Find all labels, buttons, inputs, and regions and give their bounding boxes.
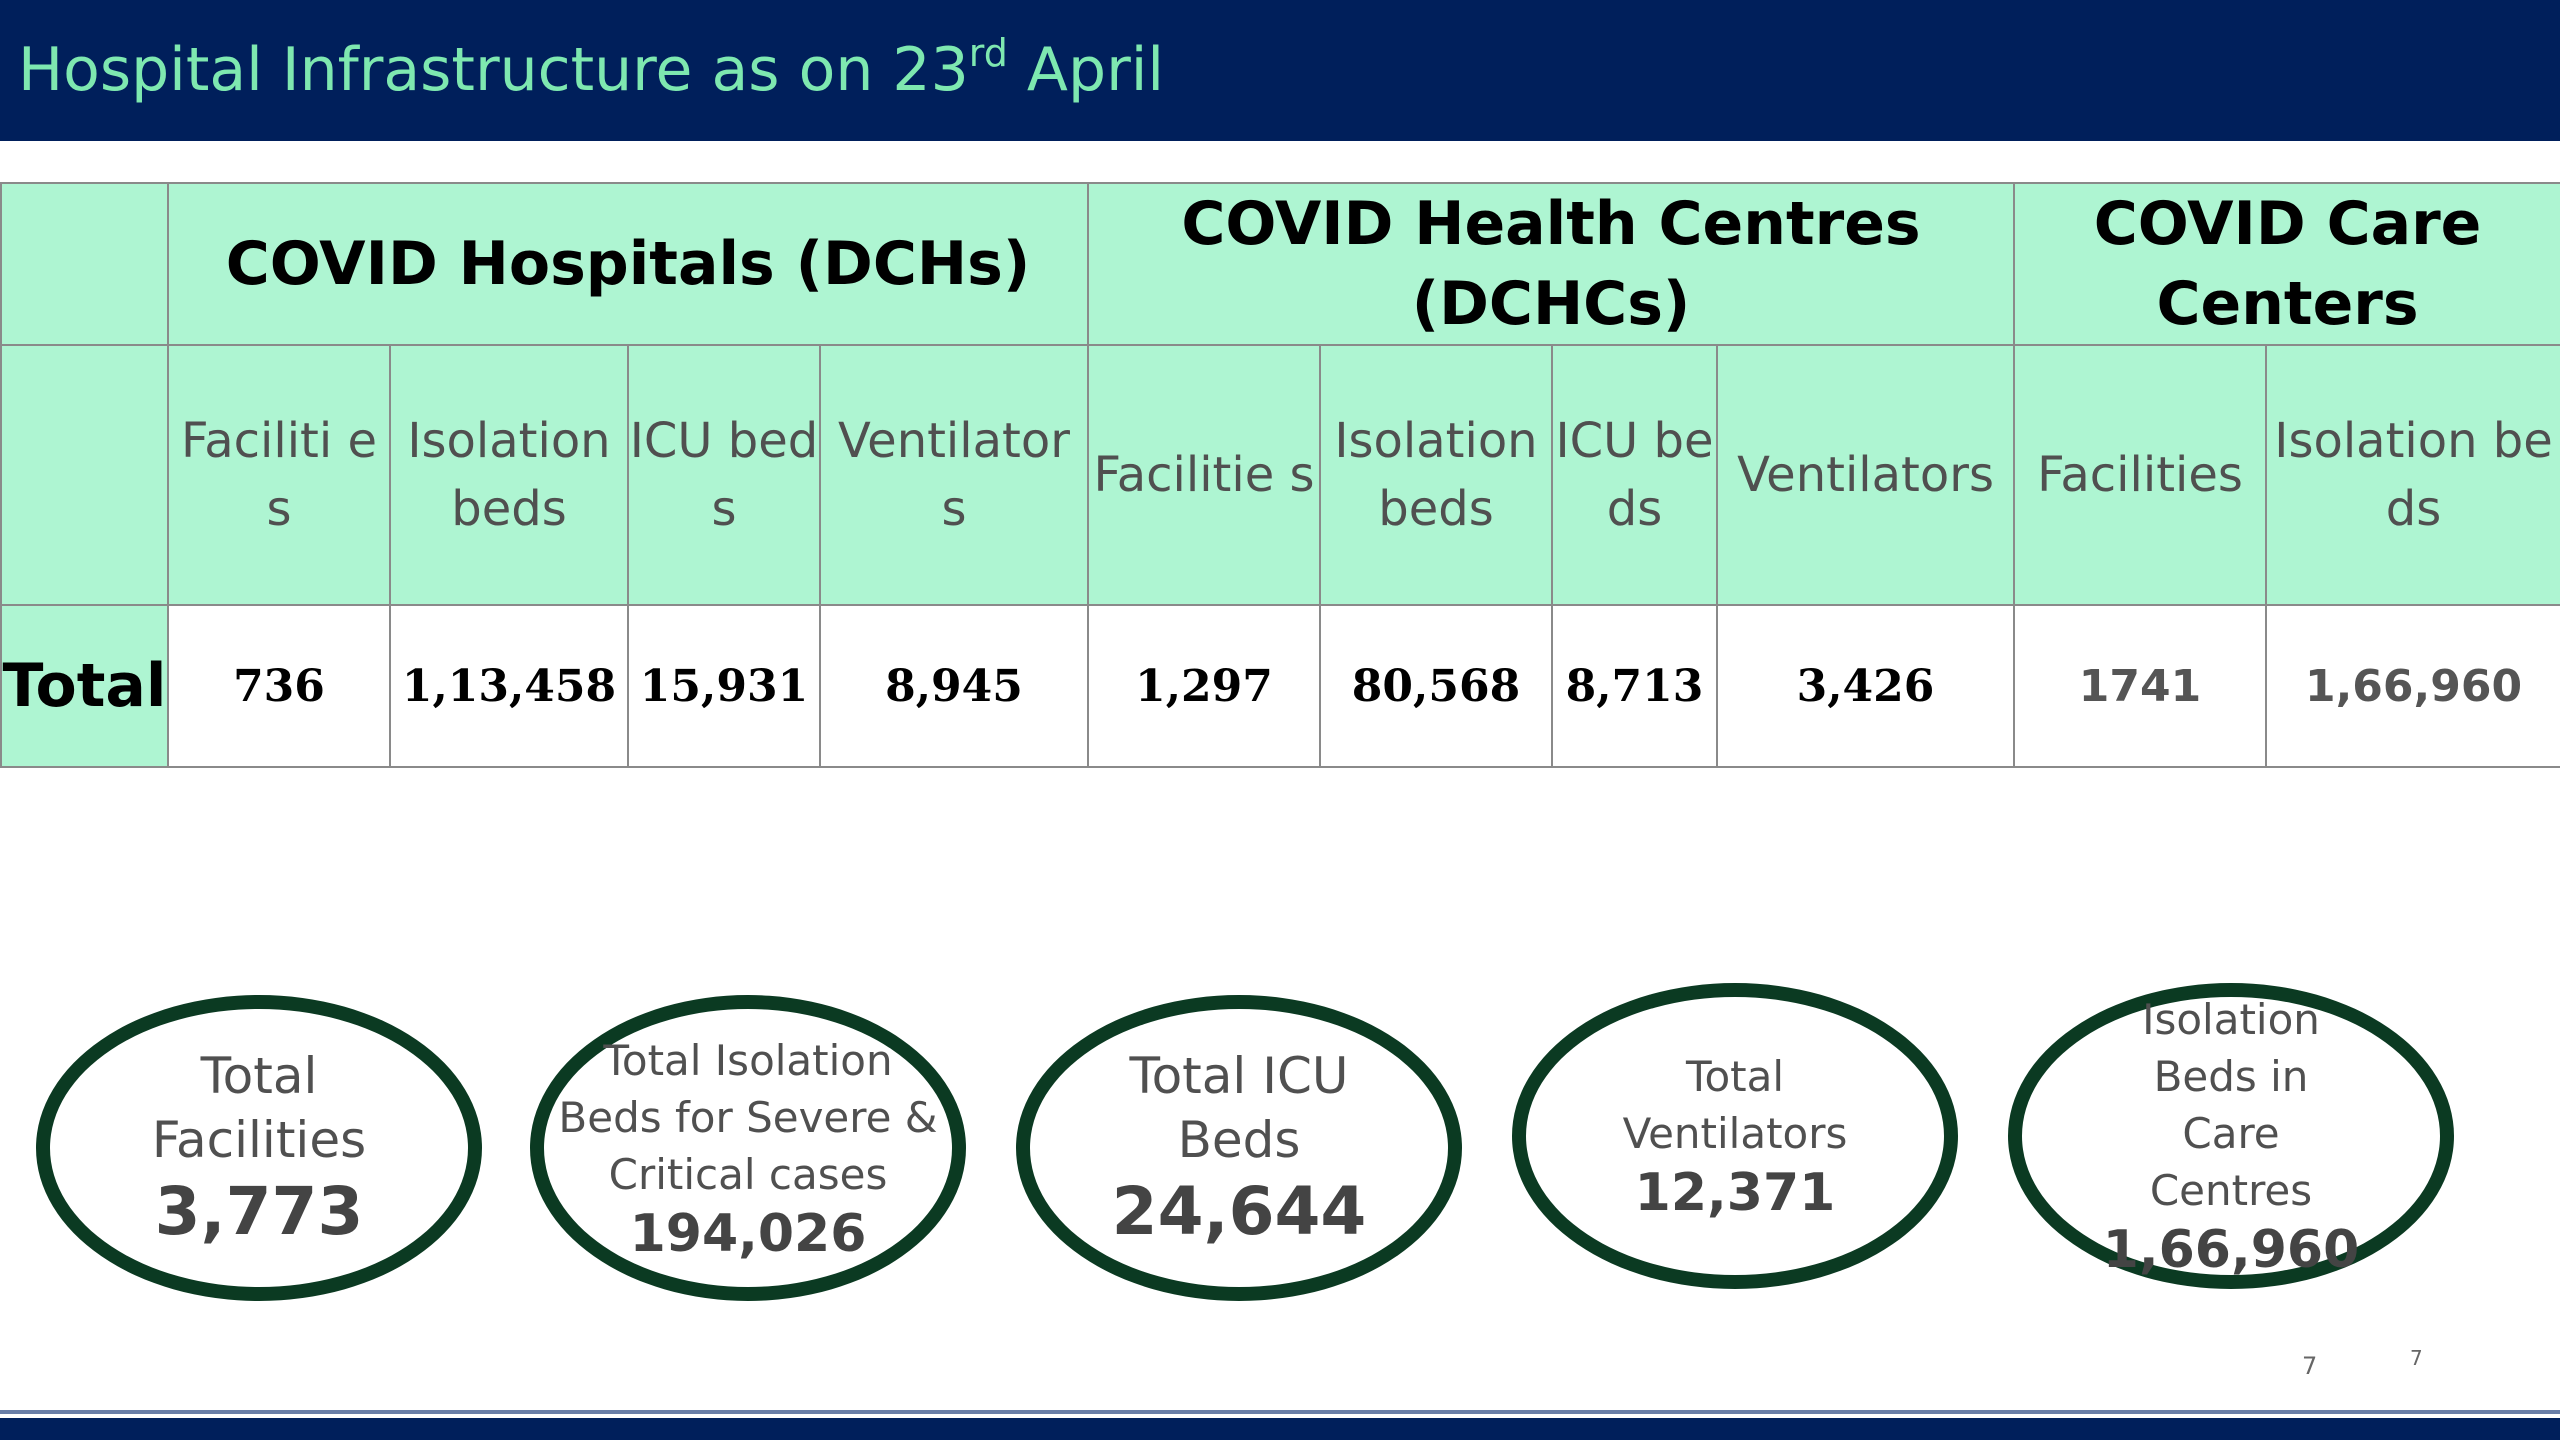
summary-value: 24,644 xyxy=(1111,1173,1367,1250)
value-cell: 1,66,960 xyxy=(2265,604,2560,768)
summary-label: Total Isolation Beds for Severe & Critic… xyxy=(558,1035,938,1199)
corner-cell xyxy=(0,182,169,346)
subheader-cell: Faciliti es xyxy=(167,344,391,606)
value-cell: 3,426 xyxy=(1715,604,2016,768)
value-cell: 80,568 xyxy=(1319,604,1553,768)
subheader-cell: Isolation beds xyxy=(389,344,629,606)
subheader-cell: Isolation beds xyxy=(2265,344,2560,606)
value-cell: 1,297 xyxy=(1087,604,1321,768)
title-superscript: rd xyxy=(968,31,1008,75)
summary-label: Total Ventilators xyxy=(1622,1052,1848,1158)
footer-bar xyxy=(0,1410,2560,1440)
value-cell: 736 xyxy=(167,604,391,768)
summary-label: Total Facilities xyxy=(151,1047,367,1169)
page-number: 7 xyxy=(2410,1346,2423,1370)
summary-value: 12,371 xyxy=(1634,1163,1836,1223)
subheader-cell: Facilitie s xyxy=(1087,344,1321,606)
summary-oval-care-centres: Isolation Beds in Care Centres 1,66,960 xyxy=(2008,983,2454,1289)
row-label-total: Total xyxy=(0,604,169,768)
subheader-cell: ICU beds xyxy=(1551,344,1718,606)
group-header-ccc: COVID Care Centers xyxy=(2013,182,2560,346)
title-end: April xyxy=(1007,35,1165,105)
subheader-row: Faciliti es Isolation beds ICU beds Vent… xyxy=(0,344,2560,606)
subheader-cell: ICU beds xyxy=(627,344,821,606)
summary-oval-total-facilities: Total Facilities 3,773 xyxy=(36,995,482,1301)
title-bar: Hospital Infrastructure as on 23rd April xyxy=(0,0,2560,141)
value-cell: 1741 xyxy=(2013,604,2268,768)
subheader-cell: Isolation beds xyxy=(1319,344,1553,606)
group-header-dch: COVID Hospitals (DCHs) xyxy=(167,182,1089,346)
summary-oval-isolation-beds: Total Isolation Beds for Severe & Critic… xyxy=(530,995,966,1301)
summary-oval-ventilators: Total Ventilators 12,371 xyxy=(1512,983,1958,1289)
group-header-row: COVID Hospitals (DCHs) COVID Health Cent… xyxy=(0,182,2560,346)
group-header-dchc: COVID Health Centres (DCHCs) xyxy=(1086,182,2016,346)
value-cell: 8,945 xyxy=(819,604,1089,768)
subheader-cell: Facilities xyxy=(2013,344,2268,606)
total-row: Total 736 1,13,458 15,931 8,945 1,297 80… xyxy=(0,604,2560,768)
summary-value: 3,773 xyxy=(154,1173,364,1250)
page-number: 7 xyxy=(2302,1352,2318,1380)
infrastructure-table: COVID Hospitals (DCHs) COVID Health Cent… xyxy=(0,182,2560,768)
value-cell: 8,713 xyxy=(1551,604,1718,768)
summary-label: Isolation Beds in Care Centres xyxy=(2142,995,2320,1215)
summary-label: Total ICU Beds xyxy=(1129,1047,1349,1169)
value-cell: 15,931 xyxy=(627,604,821,768)
value-cell: 1,13,458 xyxy=(389,604,629,768)
subheader-cell: Ventilators xyxy=(1715,344,2016,606)
corner-cell-2 xyxy=(0,344,169,606)
page-title: Hospital Infrastructure as on 23rd April xyxy=(18,26,1164,114)
subheader-cell: Ventilator s xyxy=(819,344,1089,606)
summary-value: 194,026 xyxy=(629,1203,867,1264)
summary-value: 1,66,960 xyxy=(2102,1220,2360,1280)
title-main: Hospital Infrastructure as on 23 xyxy=(18,35,969,105)
summary-oval-icu-beds: Total ICU Beds 24,644 xyxy=(1016,995,1462,1301)
